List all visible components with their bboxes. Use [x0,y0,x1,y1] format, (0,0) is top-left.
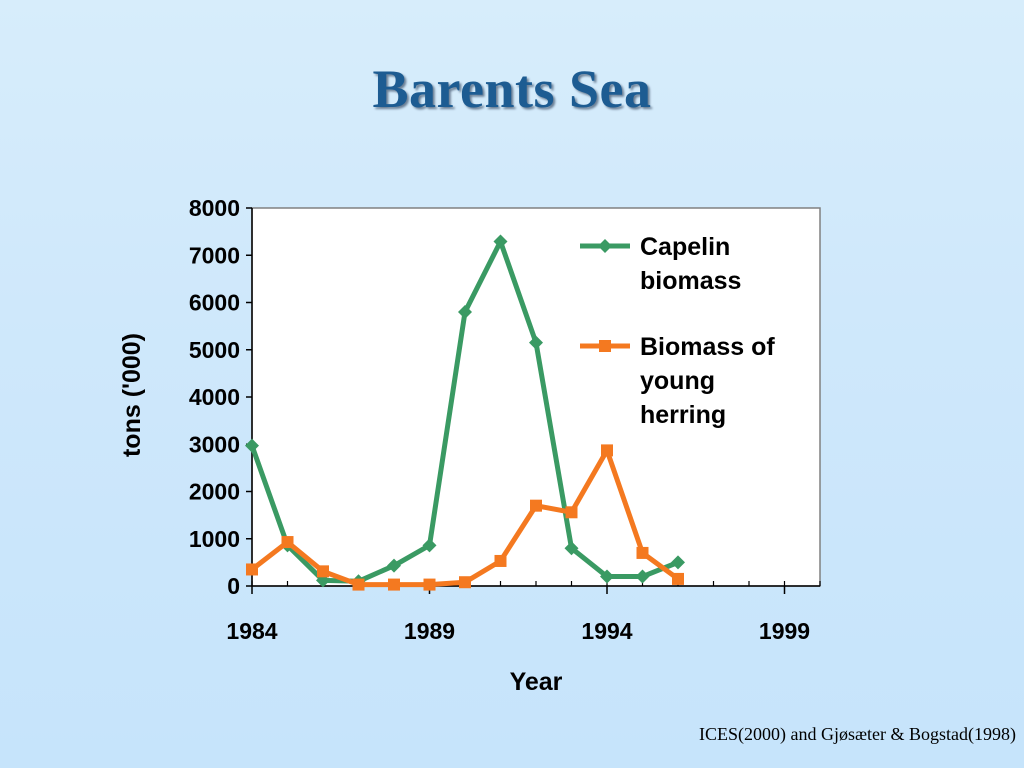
y-tick-label: 4000 [189,384,240,410]
series-1-point [352,578,365,591]
series-0-point [635,569,650,584]
citation: ICES(2000) and Gjøsæter & Bogstad(1998) [699,724,1016,744]
y-tick-label: 6000 [189,290,240,316]
series-1-point [494,554,507,567]
series-0-point [422,538,437,553]
series-1-point [388,578,400,591]
y-tick-label: 5000 [189,337,240,363]
series-1-point [601,444,613,457]
series-0-point [600,569,614,584]
series-0-point [671,555,685,570]
series-1-point [530,499,542,512]
series-1-point [246,563,258,576]
y-tick-label: 1000 [189,526,240,552]
series-1-point [423,578,436,591]
x-tick-label: 1984 [226,618,277,644]
series-1-point [636,546,649,559]
series-0-point [529,335,543,350]
series-1-point [281,536,294,549]
y-tick-label: 8000 [189,195,240,221]
legend-0-label: Capelin biomass [640,233,741,295]
legend-1-marker [599,340,611,352]
series-0-point [245,438,259,453]
slide-title: Barents Sea [372,59,652,119]
y-tick-label: 7000 [189,242,240,268]
y-axis-title: tons ('000) [118,333,146,457]
series-0-point [458,304,472,319]
legend-1-label: Biomass of young herring [640,333,775,429]
y-tick-label: 2000 [189,479,240,505]
x-tick-label: 1999 [759,618,810,644]
series-1-point [459,576,471,589]
x-tick-label: 1994 [581,618,632,644]
x-axis-title: Year [510,668,563,696]
series-0-point [493,234,508,249]
series-1-point [565,506,578,519]
y-tick-label: 0 [227,573,240,599]
x-tick-label: 1989 [404,618,455,644]
series-1-point [317,565,329,578]
series-0-point [387,558,401,573]
plot-area [251,207,821,587]
series-1-point [672,572,684,585]
y-tick-label: 3000 [189,431,240,457]
series-0-point [564,541,579,556]
legend-0-marker [598,239,612,253]
